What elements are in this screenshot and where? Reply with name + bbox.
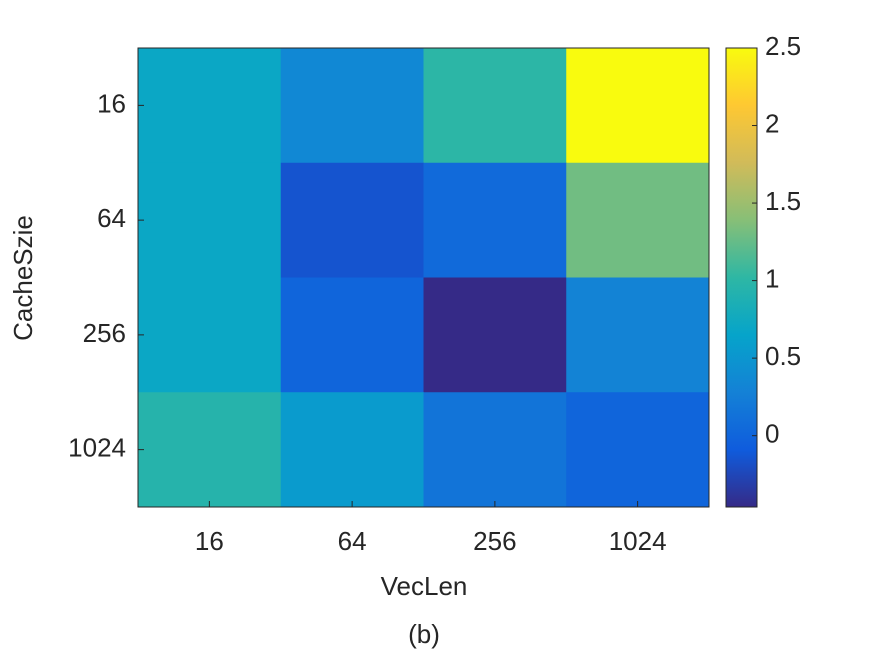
- y-axis-label: CacheSzie: [8, 215, 38, 341]
- x-tick-label: 256: [473, 526, 516, 556]
- heatmap-cell: [423, 277, 567, 393]
- heatmap-cell: [280, 392, 424, 508]
- colorbar-tick-label: 2.5: [765, 31, 801, 61]
- colorbar-tick-label: 1.5: [765, 186, 801, 216]
- colorbar-tick-label: 1: [765, 263, 779, 293]
- x-tick-label: 1024: [609, 526, 667, 556]
- heatmap-cell: [566, 392, 710, 508]
- y-tick-label: 64: [97, 203, 126, 233]
- heatmap-cell: [280, 48, 424, 164]
- heatmap-cell: [138, 277, 282, 393]
- heatmap-cell: [423, 392, 567, 508]
- heatmap-cell: [138, 162, 282, 278]
- y-tick-label: 16: [97, 88, 126, 118]
- plot-frame: [137, 47, 710, 508]
- y-tick-label: 1024: [68, 433, 126, 463]
- x-tick-label: 16: [195, 526, 224, 556]
- colorbar-tick-label: 0.5: [765, 341, 801, 371]
- colorbar: [725, 47, 758, 508]
- caption: (b): [408, 619, 440, 649]
- heatmap-cell: [280, 277, 424, 393]
- heatmap-cell: [138, 392, 282, 508]
- colorbar-tick-label: 0: [765, 419, 779, 449]
- heatmap-cell: [566, 277, 710, 393]
- heatmap-cell: [423, 162, 567, 278]
- heatmap-cell: [138, 48, 282, 164]
- x-axis-label: VecLen: [381, 571, 468, 601]
- x-tick-label: 64: [338, 526, 367, 556]
- heatmap-cell: [280, 162, 424, 278]
- heatmap-cell: [423, 48, 567, 164]
- y-tick-label: 256: [83, 318, 126, 348]
- heatmap-cell: [566, 48, 710, 164]
- colorbar-tick-label: 2: [765, 108, 779, 138]
- heatmap-cell: [566, 162, 710, 278]
